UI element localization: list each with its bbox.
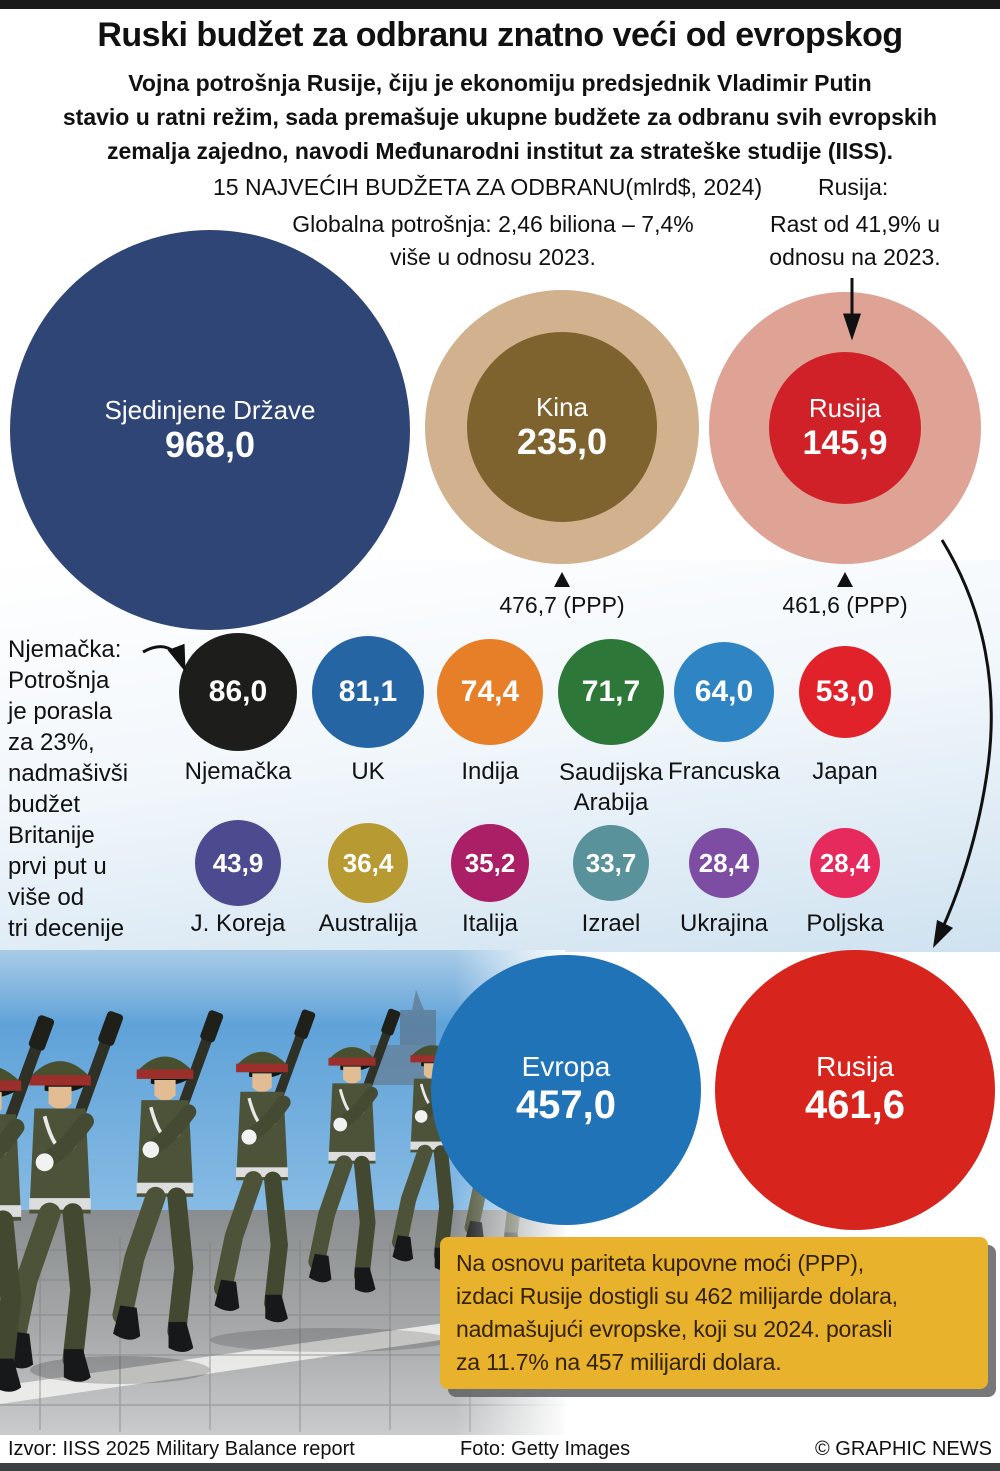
russia-note-label: Rusija: (818, 174, 889, 200)
bubble-value: 81,1 (338, 675, 398, 708)
bubble-europe-value: 457,0 (515, 1083, 617, 1127)
footer: Izvor: IISS 2025 Military Balance report… (0, 1435, 1000, 1463)
bubble-label-india: Indija (461, 758, 519, 785)
bubble-uk: 81,1 (312, 636, 424, 748)
germany-note-line: budžet (8, 791, 81, 818)
footer-graphic-news: © GRAPHIC NEWS (815, 1438, 992, 1460)
ppp-callout: Na osnovu pariteta kupovne moći (PPP), i… (440, 1237, 988, 1389)
bubble-label-saudi-arabia: Saudijska Arabija (558, 759, 664, 816)
bubble-value: 33,7 (585, 847, 637, 878)
bubble-russia-name: Rusija (808, 393, 882, 423)
bubble-label-south-korea: J. Koreja (190, 910, 286, 937)
soldiers (0, 1008, 544, 1392)
bubble-australia: 36,4 (328, 823, 408, 903)
bubble-europe-name: Evropa (521, 1051, 611, 1082)
bubble-label-uk: UK (351, 758, 385, 785)
germany-annotation: Njemačka: Potrošnja je porasla za 23%, n… (8, 634, 180, 944)
callout-line: Na osnovu pariteta kupovne moći (PPP), (456, 1250, 864, 1276)
global-note-line: Globalna potrošnja: 2,46 biliona – 7,4% (292, 211, 694, 237)
germany-note-line: za 23%, (8, 729, 95, 756)
callout-line: izdaci Rusije dostigli su 462 milijarde … (456, 1283, 898, 1309)
callout-line: za 11.7% na 457 milijardi dolara. (456, 1349, 782, 1375)
bubble-ukraine: 28,4 (689, 828, 759, 898)
global-note-line: više u odnosu 2023. (390, 244, 596, 270)
china-ppp-pointer (554, 572, 570, 587)
bubble-value: 71,7 (581, 675, 641, 708)
callout-line: nadmašujući evropske, koji su 2024. pora… (456, 1316, 893, 1342)
bubble-japan: 53,0 (799, 646, 891, 738)
bubble-us-name: Sjedinjene Države (104, 395, 316, 425)
subtitle: Vojna potrošnja Rusije, čiju je ekonomij… (0, 66, 1000, 168)
russia-note-line: odnosu na 2023. (769, 244, 941, 270)
bubble-china: Kina 235,0 (467, 332, 657, 522)
bubble-europe-total: Evropa 457,0 (431, 955, 701, 1225)
bubble-italy: 35,2 (451, 824, 529, 902)
subtitle-line: stavio u ratni režim, sada premašuje uku… (62, 104, 938, 130)
bubble-value: 28,4 (698, 847, 750, 878)
bubble-russia-total-value: 461,6 (804, 1083, 906, 1127)
bubble-value: 74,4 (460, 675, 520, 708)
bubble-saudi-arabia: 71,7 (558, 639, 664, 745)
bubble-value: 86,0 (208, 675, 268, 708)
bubble-label-israel: Izrael (581, 910, 641, 937)
bubble-value: 53,0 (815, 675, 875, 708)
bubble-label-italy: Italija (461, 910, 519, 937)
bubble-value: 35,2 (464, 847, 516, 878)
germany-note-line: Njemačka: (8, 636, 122, 663)
bubble-france: 64,0 (674, 642, 774, 742)
russia-growth-note: Rast od 41,9% u odnosu na 2023. (748, 208, 962, 274)
bubble-germany: 86,0 (179, 633, 297, 751)
germany-note-line: prvi put u (8, 853, 107, 880)
chart-heading: 15 NAJVEĆIH BUDŽETA ZA ODBRANU(mlrd$, 20… (213, 174, 763, 200)
bubble-china-value: 235,0 (516, 421, 608, 462)
bubble-label-france: Francuska (667, 758, 781, 785)
bubble-israel: 33,7 (573, 825, 649, 901)
bubble-russia-value: 145,9 (802, 424, 888, 462)
global-spending-note: Globalna potrošnja: 2,46 biliona – 7,4% … (258, 208, 728, 274)
top-bar (0, 0, 1000, 9)
bubble-value: 36,4 (342, 847, 394, 878)
bubble-russia-total: Rusija 461,6 (715, 950, 995, 1230)
bubble-value: 28,4 (819, 847, 871, 878)
bubble-us: Sjedinjene Države 968,0 (10, 230, 410, 630)
bubble-label-australia: Australija (318, 910, 418, 937)
bubble-china-name: Kina (535, 392, 589, 422)
germany-note-line: tri decenije (8, 915, 125, 942)
page-title: Ruski budžet za odbranu znatno veći od e… (97, 16, 903, 54)
bubble-poland: 28,4 (810, 828, 880, 898)
germany-note-line: nadmašivši (8, 760, 129, 787)
bubble-value: 64,0 (694, 675, 754, 708)
bubble-label-ukraine: Ukrajina (679, 910, 769, 937)
bubble-india: 74,4 (437, 639, 543, 745)
germany-note-line: je porasla (8, 698, 113, 725)
bubble-russia-total-name: Rusija (816, 1051, 894, 1082)
china-ppp-label: 476,7 (PPP) (499, 592, 625, 618)
bubble-value: 43,9 (212, 847, 264, 878)
bubble-us-value: 968,0 (164, 424, 256, 465)
russia-ppp-label: 461,6 (PPP) (782, 592, 908, 618)
germany-note-line: Britanije (8, 822, 95, 849)
russia-note-line: Rast od 41,9% u (769, 211, 941, 237)
bubble-label-germany: Njemačka (184, 758, 292, 785)
footer-source: Izvor: IISS 2025 Military Balance report (8, 1438, 355, 1460)
footer-photo-credit: Foto: Getty Images (460, 1438, 631, 1460)
subtitle-line: Vojna potrošnja Rusije, čiju je ekonomij… (128, 70, 872, 96)
subtitle-line: zemalja zajedno, navodi Međunarodni inst… (107, 138, 893, 164)
germany-note-line: Potrošnja (8, 667, 110, 694)
bubble-russia: Rusija 145,9 (769, 352, 921, 504)
bubble-label-poland: Poljska (806, 910, 884, 937)
russia-ppp-pointer (837, 572, 853, 587)
bubble-south-korea: 43,9 (195, 820, 281, 906)
bubble-label-japan: Japan (812, 758, 878, 785)
bottom-bar (0, 1463, 1000, 1471)
germany-note-line: više od (8, 884, 85, 911)
